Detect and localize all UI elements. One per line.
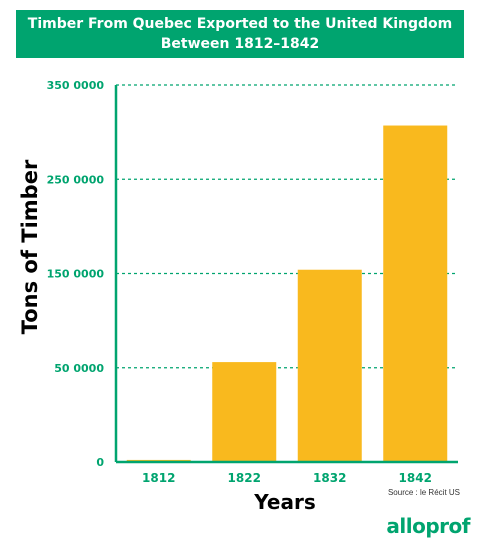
x-tick-label-1822: 1822 [228,471,261,485]
chart-title-line1: Timber From Quebec Exported to the Unite… [27,16,453,32]
y-axis-label: Tons of Timber [18,159,42,335]
chart-title-line2: Between 1812–1842 [160,36,320,52]
x-tick-label-1842: 1842 [399,471,432,485]
y-tick-label-0: 0 [96,456,104,469]
source-note: Source : le Récit US [387,488,460,497]
bar-1822 [212,362,277,462]
chart-title-banner: Timber From Quebec Exported to the Unite… [16,10,464,58]
x-tick-label-1812: 1812 [142,471,175,485]
x-axis-label: Years [254,490,316,514]
y-tick-label-3: 250 0000 [47,173,105,186]
y-tick-label-4: 350 0000 [47,79,105,92]
alloprof-logo: alloprof [386,514,470,538]
y-tick-label-2: 150 0000 [47,268,105,281]
bar-1842 [383,125,448,462]
x-tick-label-1832: 1832 [313,471,346,485]
bar-1832 [297,269,362,462]
y-tick-label-1: 50 0000 [54,362,104,375]
